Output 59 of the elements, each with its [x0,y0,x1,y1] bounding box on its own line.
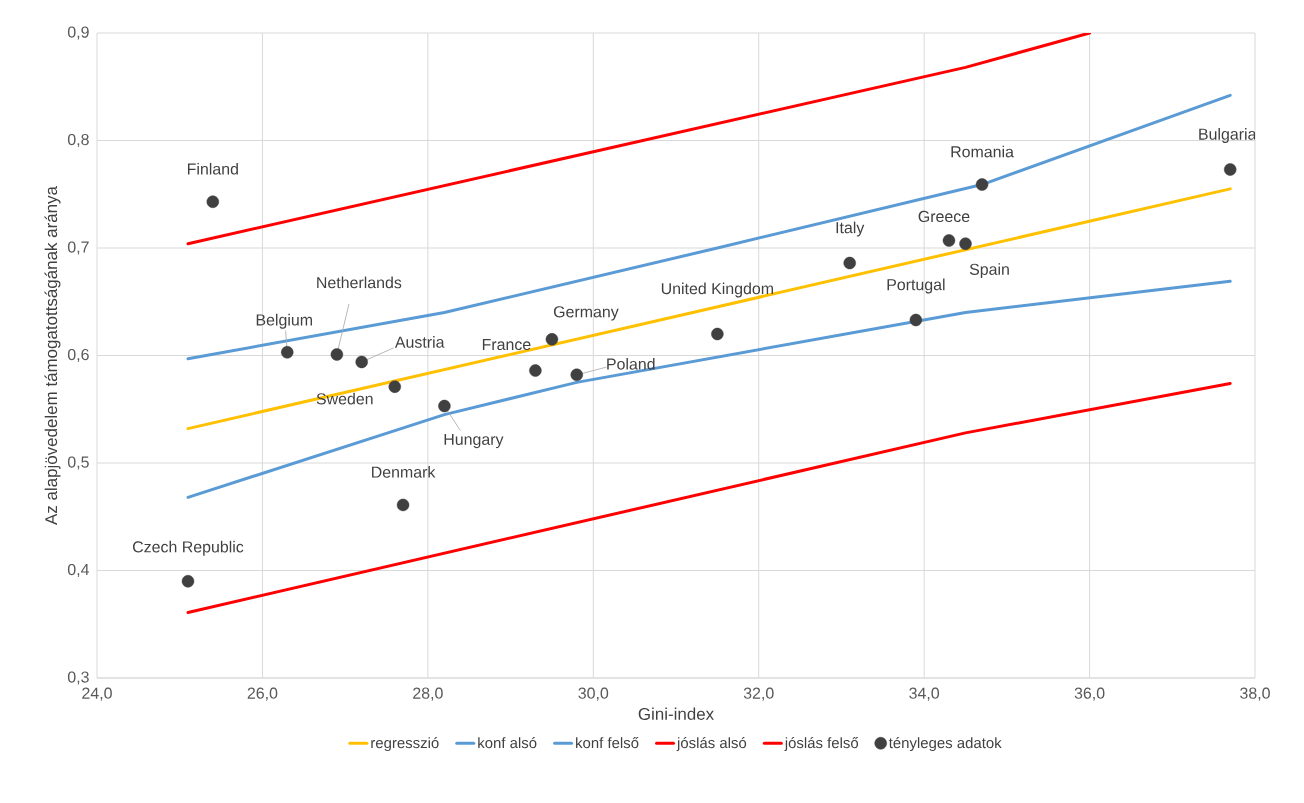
point [909,313,923,327]
y-tick-label: 0,3 [67,671,89,685]
point [545,333,559,346]
annotation: Denmark [372,466,436,478]
legend-label: regresszió [371,737,439,752]
point [330,348,344,361]
point [355,355,368,369]
legend-label: jóslás alsó [676,737,747,752]
annotation: Italy [836,221,865,237]
annotation: Romania [951,145,1014,158]
annotation: Czech Republic [132,540,244,556]
x-tick-label: 26,0 [247,687,278,701]
x-tick-label: 34,0 [909,687,940,701]
y-tick-label: 0,9 [67,26,89,40]
annotation: Belgium [256,313,312,329]
point [281,346,294,359]
annotation: Spain [969,263,1009,279]
point [1224,163,1237,176]
legend-label: konf alsó [478,737,537,749]
point [438,399,451,413]
legend-label: konf felső [576,737,639,749]
x-tick-label: 28,0 [413,687,443,701]
x-tick-label: 36,0 [1074,687,1105,701]
annotation: Netherlands [317,276,402,289]
y-tick-label: 0,8 [67,133,89,148]
point [711,327,724,341]
point [529,364,542,377]
point [181,575,195,588]
y-tick-label: 0,5 [67,456,89,470]
x-tick-label: 24,0 [82,687,112,701]
annotation: France [482,338,531,351]
legend-label: tényleges adatok [888,737,1002,752]
annotation: Finland [187,162,238,175]
y-axis-title: Az alapjövedelem támogatottságának aránya [44,186,61,525]
legend-label: jóslás felső [784,737,859,752]
x-tick-label: 30,0 [578,687,609,701]
y-tick-label: 0,6 [67,348,89,363]
x-axis-title: Gini-index [638,707,714,720]
annotation: Bulgaria [1199,128,1257,143]
point [206,195,220,208]
point [388,380,401,393]
annotation: Hungary [444,433,504,449]
point [396,498,410,512]
annotation: Poland [607,357,655,370]
annotation: Greece [918,210,970,223]
y-tick-label: 0,7 [67,241,89,255]
annotation: Austria [394,336,445,348]
point [570,368,583,382]
point [975,178,989,191]
x-tick-label: 38,0 [1240,687,1270,701]
annotation: United Kingdom [661,282,773,298]
x-tick-label: 32,0 [743,687,774,701]
annotation: Germany [553,306,619,321]
annotation: Portugal [887,278,945,294]
point [843,256,856,270]
annotation: Sweden [316,392,373,405]
point [959,237,972,250]
y-tick-label: 0,4 [67,563,90,578]
point [942,234,956,247]
